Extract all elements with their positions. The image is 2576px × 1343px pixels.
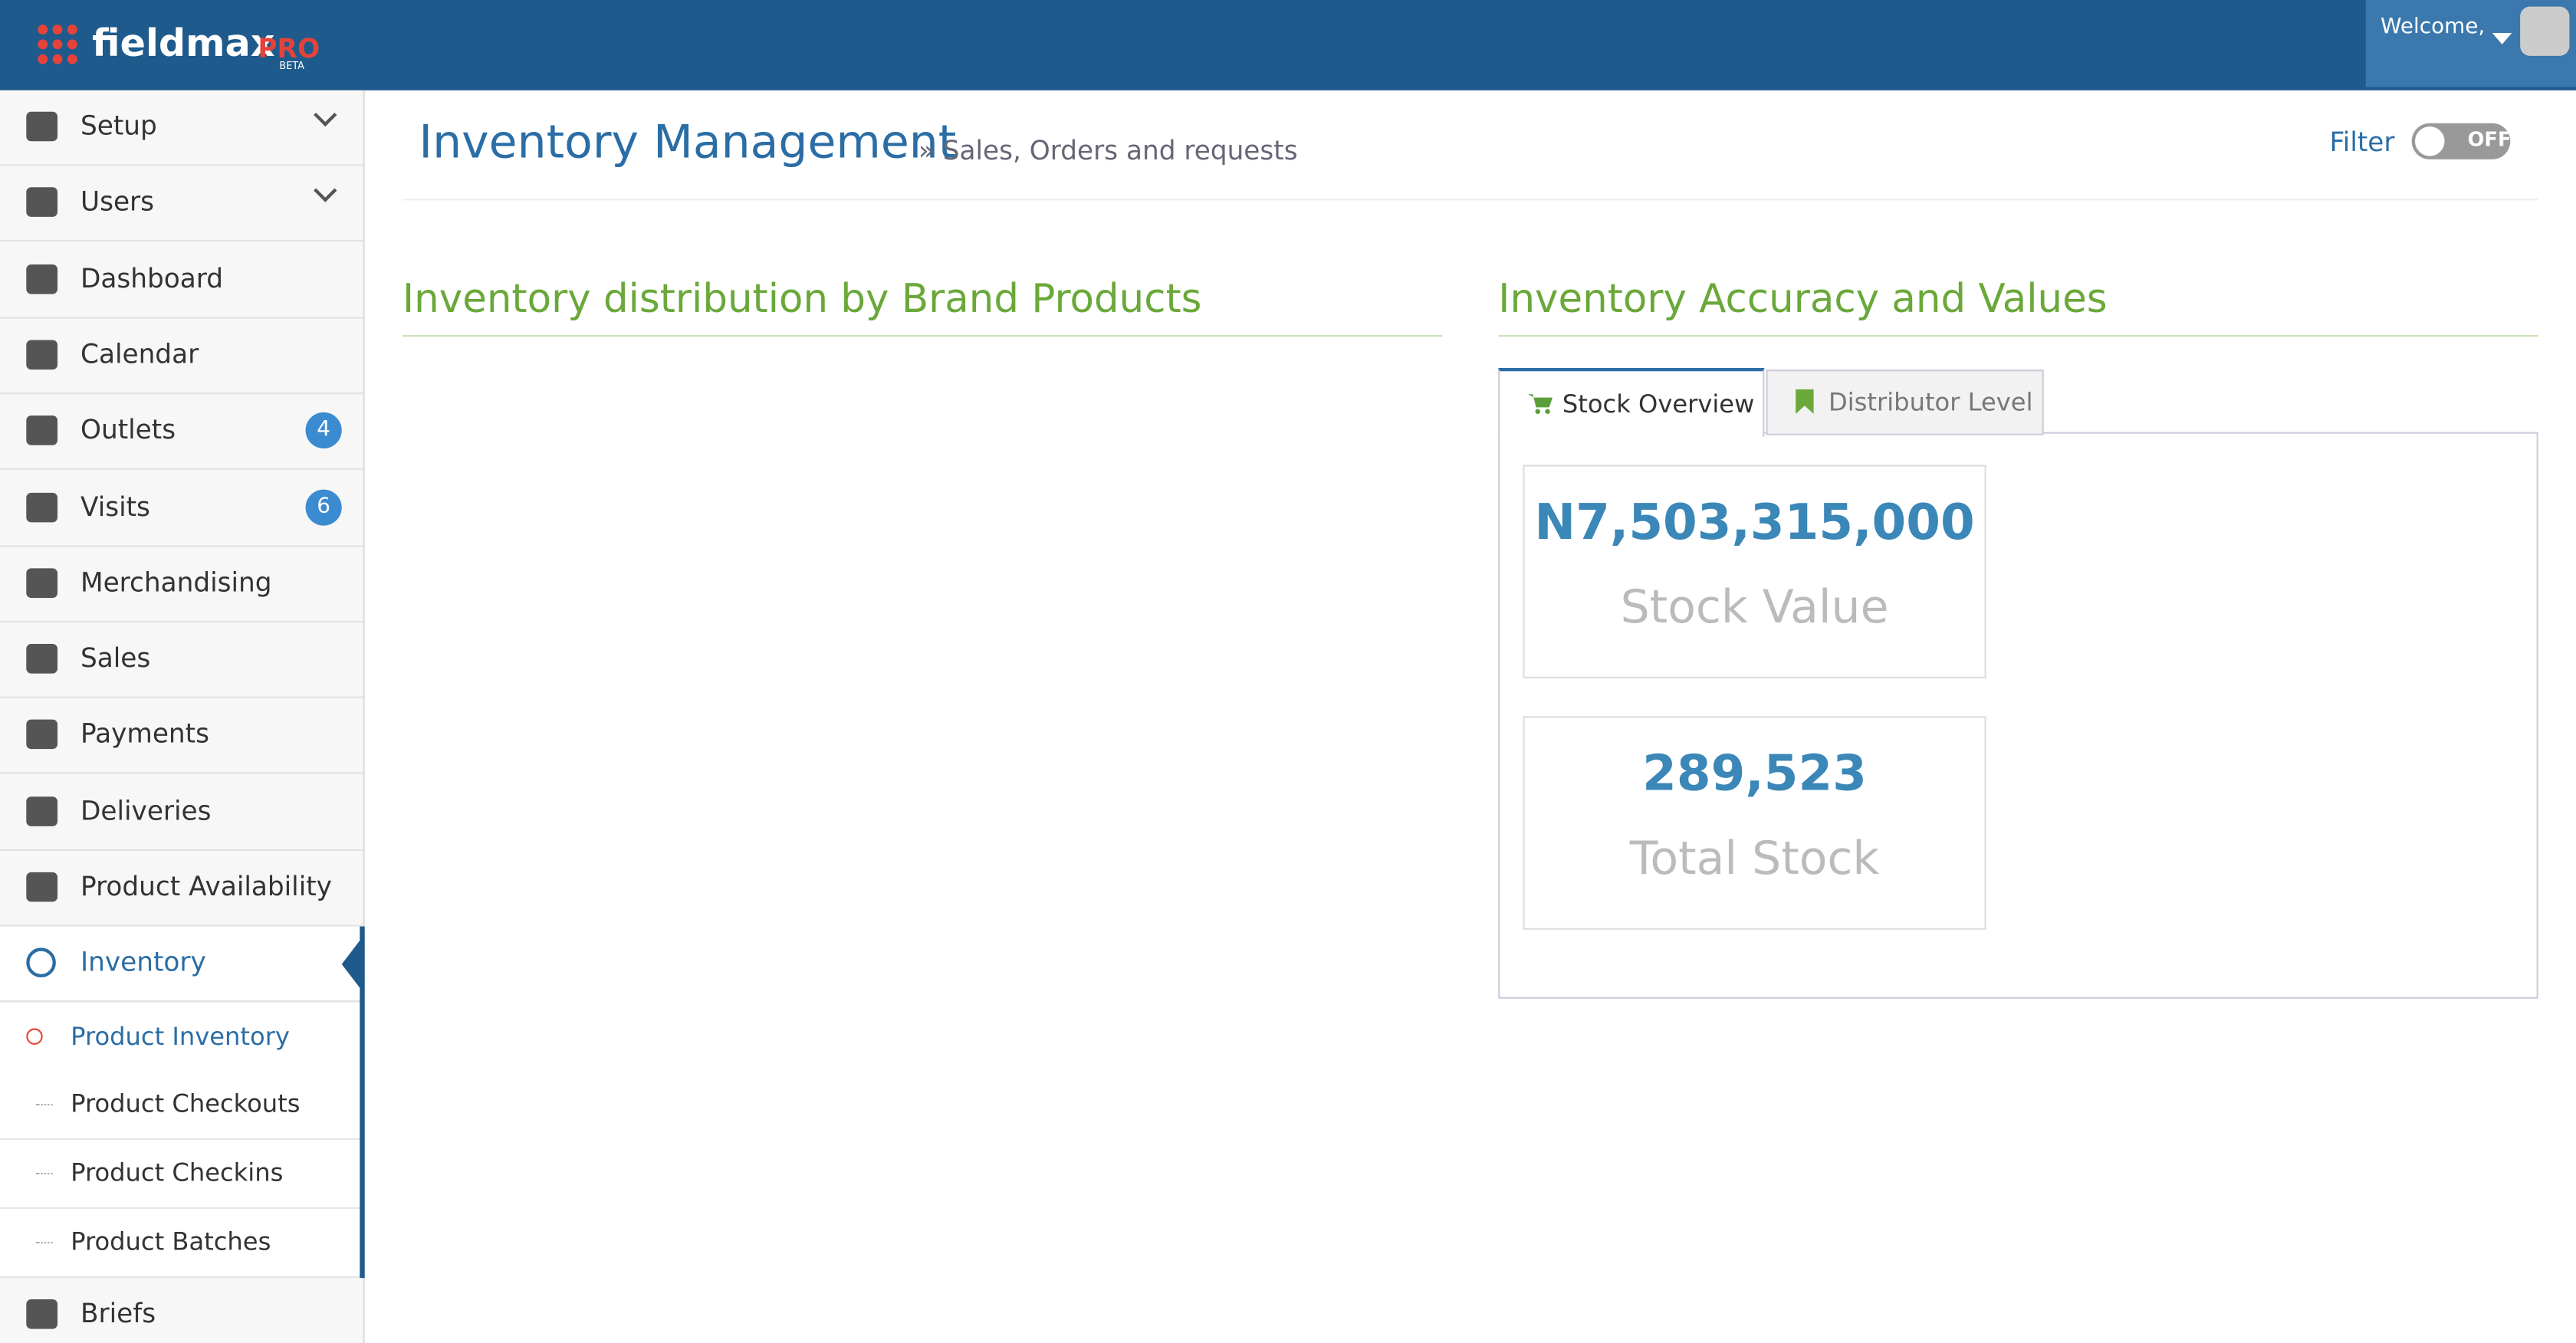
nav-item[interactable]: Calendar [0, 318, 363, 395]
chevron [314, 103, 337, 127]
tab-label: Stock Overview [1562, 389, 1755, 419]
nav-icon [26, 796, 58, 826]
divider [402, 199, 2538, 201]
main: Inventory Management » Sales, Orders and… [363, 90, 2576, 1343]
nav-item[interactable]: Setup [0, 90, 363, 166]
tab-active[interactable]: Stock Overview [1498, 368, 1765, 437]
nav-icon [26, 644, 58, 674]
nav-label: Setup [80, 110, 157, 142]
stat-label: Total Stock [1629, 831, 1880, 885]
sub-item[interactable]: Product Checkouts [0, 1071, 363, 1141]
stat-label: Stock Value [1620, 580, 1889, 635]
nav-label: Users [80, 186, 155, 218]
header: fieldmax PRO BETA Welcome, [0, 0, 2576, 90]
page-subtitle: » Sales, Orders and requests [918, 134, 1298, 166]
toggle-text: OFF [2467, 128, 2512, 152]
user-menu[interactable]: Welcome, [2365, 0, 2576, 87]
nav-icon [26, 415, 58, 446]
logo-pro: PRO [258, 32, 320, 64]
logo-beta: BETA [279, 61, 304, 73]
nav-icon [26, 264, 58, 294]
sub-item[interactable]: Product Inventory [0, 1003, 363, 1072]
active-marker [341, 937, 363, 993]
tab[interactable]: Distributor Level [1766, 369, 2044, 435]
sub-label: Product Inventory [71, 1020, 290, 1051]
logo-icon [38, 25, 77, 64]
avatar [2520, 6, 2570, 56]
nav-item[interactable]: Merchandising [0, 547, 363, 622]
nav-item[interactable]: Inventory [0, 927, 363, 1003]
nav-label: Deliveries [80, 794, 212, 826]
nav-item[interactable]: Visits 6 [0, 471, 363, 547]
stat-card: 289,523 Total Stock [1523, 716, 1986, 930]
sub-icon [26, 1027, 43, 1044]
logo-text: fieldmax [92, 23, 275, 66]
section-title: Inventory distribution by Brand Products [402, 276, 1202, 322]
nav-item[interactable]: Users [0, 166, 363, 242]
sub-label: Product Batches [71, 1226, 271, 1257]
section-title: Inventory Accuracy and Values [1498, 276, 2108, 322]
chevron [314, 179, 337, 203]
sidebar: Setup Users Dashboard Calendar Outlets 4 Visit… [0, 90, 365, 1343]
submenu-border [360, 927, 365, 1278]
filter-label: Filter [2329, 126, 2395, 158]
tree-line [36, 1173, 53, 1175]
nav-label: Inventory [80, 946, 206, 978]
nav-item[interactable]: Payments [0, 699, 363, 775]
section-rule [1498, 335, 2538, 337]
sub-item[interactable]: Product Checkins [0, 1140, 363, 1210]
nav-badge: 4 [305, 412, 342, 449]
page-title: Inventory Management [419, 115, 957, 169]
nav-item[interactable]: Outlets 4 [0, 395, 363, 471]
nav-icon [26, 567, 58, 598]
nav-label: Sales [80, 642, 151, 674]
nav-badge: 6 [305, 488, 342, 525]
nav-icon [26, 187, 58, 218]
stat-value: 289,523 [1642, 745, 1867, 803]
sub-item[interactable]: Product Batches [0, 1209, 363, 1279]
filter-toggle[interactable]: OFF [2411, 123, 2512, 159]
nav-item[interactable]: Sales [0, 622, 363, 698]
sub-label: Product Checkins [71, 1158, 284, 1188]
nav-label: Merchandising [80, 566, 272, 598]
caret [2492, 32, 2512, 44]
nav-item[interactable]: Deliveries [0, 775, 363, 851]
tree-line [36, 1104, 53, 1106]
nav-label: Briefs [80, 1297, 156, 1329]
nav-item[interactable]: Briefs [0, 1278, 363, 1343]
toggle-knob [2415, 126, 2445, 156]
welcome: Welcome, [2380, 15, 2486, 40]
nav-icon [26, 720, 58, 750]
sub-label: Product Checkouts [71, 1089, 301, 1120]
nav-label: Calendar [80, 338, 199, 369]
stat-card: N7,503,315,000 Stock Value [1523, 465, 1986, 678]
section-rule [402, 335, 1443, 337]
tree-line [36, 1242, 53, 1244]
nav-icon [26, 340, 58, 369]
nav-item[interactable]: Product Availability [0, 851, 363, 927]
nav-label: Visits [80, 490, 150, 522]
nav-icon [26, 111, 58, 142]
nav-icon [26, 948, 56, 978]
cart-icon [1527, 394, 1552, 414]
stat-value: N7,503,315,000 [1534, 494, 1975, 552]
nav-icon [26, 872, 58, 902]
nav-label: Dashboard [80, 261, 224, 294]
nav-label: Outlets [80, 414, 176, 446]
nav-label: Product Availability [80, 870, 332, 902]
nav-label: Payments [80, 718, 209, 750]
nav-icon [26, 491, 58, 522]
nav-icon [26, 1299, 58, 1329]
bookmark-icon [1796, 389, 1814, 414]
tab-label: Distributor Level [1829, 387, 2033, 418]
nav-item[interactable]: Dashboard [0, 242, 363, 318]
